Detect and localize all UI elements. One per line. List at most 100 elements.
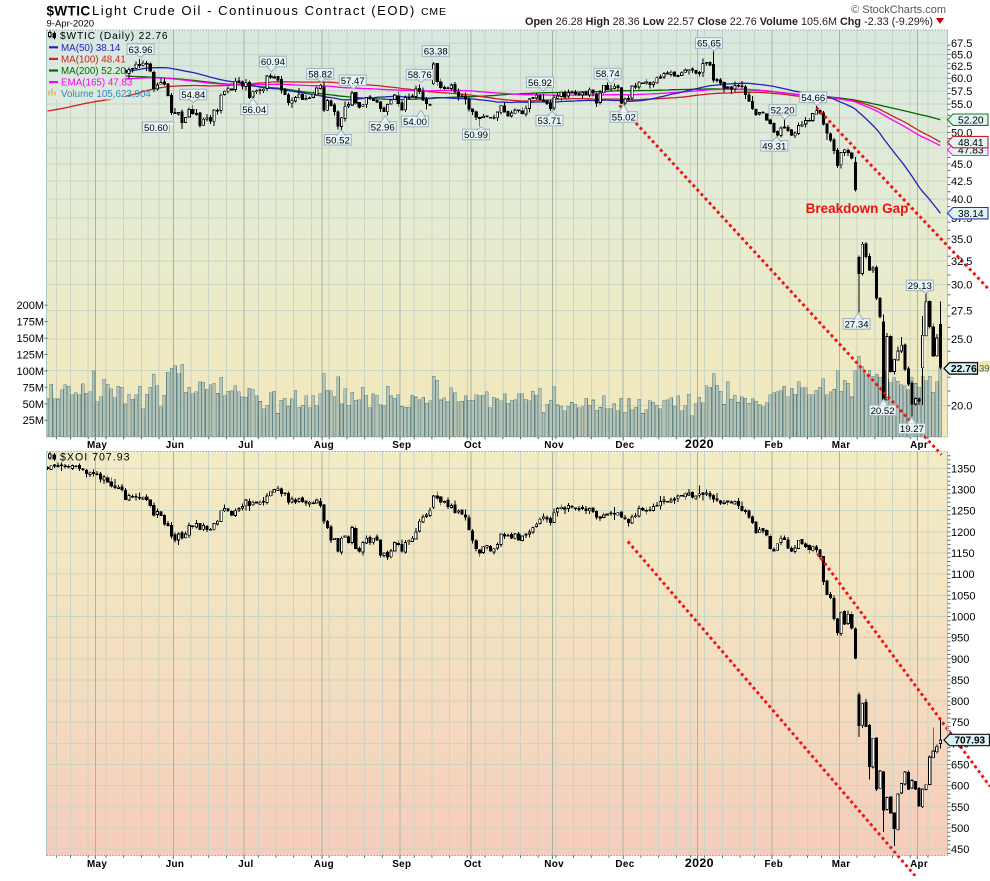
- svg-text:50.60: 50.60: [144, 123, 168, 134]
- svg-text:54.84: 54.84: [181, 90, 206, 101]
- svg-text:MA(50) 38.14: MA(50) 38.14: [61, 43, 121, 54]
- svg-text:29.13: 29.13: [908, 281, 932, 292]
- svg-text:Dec: Dec: [615, 859, 634, 870]
- svg-text:125M: 125M: [16, 350, 44, 362]
- svg-text:Nov: Nov: [544, 440, 564, 451]
- svg-text:May: May: [87, 440, 107, 451]
- svg-text:600: 600: [951, 781, 969, 793]
- svg-text:Apr: Apr: [910, 859, 928, 870]
- svg-text:63.96: 63.96: [128, 45, 152, 56]
- svg-text:38.14: 38.14: [958, 209, 984, 220]
- svg-text:1200: 1200: [951, 527, 975, 539]
- svg-text:500: 500: [951, 823, 969, 835]
- svg-text:1050: 1050: [951, 590, 975, 602]
- svg-text:Aug: Aug: [314, 440, 334, 451]
- svg-text:55.02: 55.02: [612, 113, 636, 124]
- svg-text:Aug: Aug: [314, 859, 334, 870]
- svg-text:52.20: 52.20: [958, 115, 984, 126]
- svg-text:Jun: Jun: [166, 440, 185, 451]
- svg-text:40.0: 40.0: [951, 194, 972, 206]
- svg-text:56.04: 56.04: [242, 105, 267, 116]
- svg-text:62.5: 62.5: [951, 61, 972, 73]
- svg-text:May: May: [87, 859, 107, 870]
- svg-text:20.52: 20.52: [871, 406, 895, 417]
- svg-text:27.5: 27.5: [951, 306, 972, 318]
- svg-text:Light Crude Oil - Continuous C: Light Crude Oil - Continuous Contract (E…: [92, 3, 447, 18]
- svg-text:32.5: 32.5: [951, 256, 972, 268]
- svg-text:2020: 2020: [685, 437, 714, 451]
- svg-text:Breakdown Gap: Breakdown Gap: [806, 201, 909, 216]
- svg-text:58.82: 58.82: [308, 70, 332, 81]
- svg-text:9-Apr-2020: 9-Apr-2020: [47, 19, 95, 30]
- svg-text:52.20: 52.20: [771, 106, 795, 117]
- svg-text:Open 26.28 High 28.36 Low 22.5: Open 26.28 High 28.36 Low 22.57 Close 22…: [525, 16, 933, 28]
- svg-text:54.00: 54.00: [403, 117, 427, 128]
- svg-text:50.52: 50.52: [326, 135, 350, 146]
- svg-text:52.96: 52.96: [371, 123, 395, 134]
- svg-text:Mar: Mar: [832, 859, 851, 870]
- svg-text:54.66: 54.66: [801, 93, 825, 104]
- svg-text:EMA(165) 47.83: EMA(165) 47.83: [61, 78, 133, 89]
- svg-text:58.74: 58.74: [596, 69, 621, 80]
- svg-text:30.0: 30.0: [951, 280, 972, 292]
- svg-text:900: 900: [951, 654, 969, 666]
- svg-text:750: 750: [951, 717, 969, 729]
- svg-text:19.27: 19.27: [900, 424, 924, 435]
- svg-text:22.76: 22.76: [951, 364, 977, 375]
- svg-text:Nov: Nov: [544, 859, 564, 870]
- svg-text:1000: 1000: [951, 612, 975, 624]
- svg-text:$WTIC (Daily) 22.76: $WTIC (Daily) 22.76: [60, 31, 168, 42]
- svg-text:Dec: Dec: [615, 440, 634, 451]
- svg-text:1150: 1150: [951, 548, 975, 560]
- svg-text:48.41: 48.41: [958, 138, 984, 149]
- svg-text:Feb: Feb: [764, 440, 783, 451]
- svg-text:39: 39: [979, 364, 990, 375]
- svg-text:25M: 25M: [23, 415, 44, 427]
- svg-text:Jul: Jul: [238, 440, 253, 451]
- svg-text:Feb: Feb: [764, 859, 783, 870]
- svg-text:27.34: 27.34: [845, 320, 870, 331]
- svg-text:550: 550: [951, 802, 969, 814]
- svg-text:67.5: 67.5: [951, 38, 972, 50]
- svg-text:63.38: 63.38: [424, 47, 448, 58]
- svg-text:MA(200) 52.20: MA(200) 52.20: [61, 66, 126, 77]
- svg-text:20.0: 20.0: [951, 401, 972, 413]
- svg-text:© StockCharts.com: © StockCharts.com: [851, 4, 946, 16]
- svg-text:650: 650: [951, 760, 969, 772]
- svg-text:25.0: 25.0: [951, 334, 972, 346]
- svg-text:Volume 105,623,904: Volume 105,623,904: [61, 89, 151, 100]
- svg-text:Oct: Oct: [464, 859, 482, 870]
- svg-text:57.47: 57.47: [341, 76, 365, 87]
- svg-text:950: 950: [951, 633, 969, 645]
- svg-text:1300: 1300: [951, 485, 975, 497]
- svg-text:42.5: 42.5: [951, 176, 972, 188]
- svg-text:100M: 100M: [16, 366, 44, 378]
- svg-text:35.0: 35.0: [951, 234, 972, 246]
- svg-text:60.94: 60.94: [261, 57, 286, 68]
- svg-text:1250: 1250: [951, 506, 975, 518]
- svg-text:$XOI 707.93: $XOI 707.93: [60, 452, 131, 464]
- svg-text:450: 450: [951, 844, 969, 856]
- svg-text:800: 800: [951, 696, 969, 708]
- svg-text:Apr: Apr: [910, 440, 928, 451]
- svg-text:65.65: 65.65: [697, 39, 721, 50]
- svg-text:56.92: 56.92: [528, 78, 552, 89]
- svg-text:Jun: Jun: [166, 859, 185, 870]
- svg-text:Sep: Sep: [392, 859, 411, 870]
- svg-text:65.0: 65.0: [951, 49, 972, 61]
- svg-text:Sep: Sep: [392, 440, 411, 451]
- svg-text:850: 850: [951, 675, 969, 687]
- svg-text:49.31: 49.31: [762, 142, 786, 153]
- svg-text:50M: 50M: [23, 399, 44, 411]
- svg-text:MA(100) 48.41: MA(100) 48.41: [61, 54, 126, 65]
- svg-text:200M: 200M: [16, 300, 44, 312]
- svg-text:Oct: Oct: [464, 440, 482, 451]
- svg-text:75M: 75M: [23, 382, 44, 394]
- svg-text:Jul: Jul: [238, 859, 253, 870]
- svg-text:60.0: 60.0: [951, 73, 972, 85]
- svg-text:45.0: 45.0: [951, 159, 972, 171]
- svg-text:50.99: 50.99: [464, 130, 488, 141]
- svg-text:1350: 1350: [951, 463, 975, 475]
- svg-text:Mar: Mar: [832, 440, 851, 451]
- svg-text:150M: 150M: [16, 333, 44, 345]
